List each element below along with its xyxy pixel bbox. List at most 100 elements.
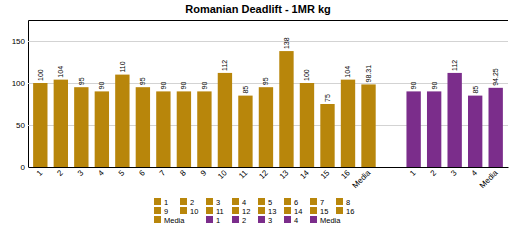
- legend-label: 4: [242, 198, 246, 207]
- legend-swatch: [154, 216, 161, 223]
- legend-swatch: [154, 198, 161, 205]
- x-tick-label: 10: [216, 168, 229, 181]
- data-label: 90: [98, 82, 105, 90]
- legend-label: Media: [164, 216, 185, 225]
- legend-label: 12: [242, 207, 250, 216]
- x-tick-label: 11: [237, 168, 250, 181]
- data-label: 100: [37, 69, 44, 81]
- legend-item: 12: [232, 207, 250, 216]
- y-tick-label: 50: [16, 121, 25, 130]
- legend-swatch: [310, 216, 317, 223]
- data-label: 95: [78, 77, 85, 85]
- legend: 12345678910111213141516Media1234Media: [154, 198, 354, 225]
- x-tick: 5: [117, 167, 127, 178]
- x-tick: 7: [158, 167, 168, 178]
- bar: [447, 73, 461, 167]
- y-tick-label: 0: [21, 163, 26, 172]
- x-tick: 3: [449, 167, 459, 178]
- data-label: 95: [262, 77, 269, 85]
- x-tick-label: 1: [35, 168, 45, 178]
- legend-item: 4: [232, 198, 246, 207]
- legend-swatch: [206, 216, 213, 223]
- x-tick-label: 2: [55, 168, 65, 178]
- bar: [341, 80, 355, 167]
- x-tick: 2: [429, 167, 439, 178]
- x-tick: 8: [178, 167, 188, 178]
- legend-swatch: [336, 207, 343, 214]
- bar: [361, 84, 375, 167]
- bar: [427, 91, 441, 167]
- x-axis-line: [29, 167, 509, 168]
- x-tick: 6: [137, 167, 147, 178]
- legend-label: 8: [346, 198, 350, 207]
- x-tick: 2: [55, 167, 65, 178]
- data-label: 85: [242, 86, 249, 94]
- legend-label: 10: [190, 207, 198, 216]
- bar: [136, 87, 150, 167]
- legend-swatch: [180, 198, 187, 205]
- x-tick-label: Media: [478, 168, 500, 190]
- x-tick-label: 4: [470, 168, 480, 178]
- x-tick-label: 2: [429, 168, 439, 178]
- plot: 05010015012345678910111213141516Media123…: [12, 21, 509, 191]
- legend-label: 15: [320, 207, 328, 216]
- grid-line: [28, 41, 508, 42]
- x-tick: 11: [237, 167, 250, 181]
- legend-swatch: [284, 198, 291, 205]
- data-label: 85: [472, 86, 479, 94]
- legend-swatch: [284, 216, 291, 223]
- data-label: 90: [180, 82, 187, 90]
- legend-item: 7: [310, 198, 324, 207]
- x-tick: 1: [35, 167, 45, 178]
- legend-label: Media: [320, 216, 341, 225]
- title: Romanian Deadlift - 1MR kg: [185, 3, 330, 15]
- legend-swatch: [284, 207, 291, 214]
- data-label: 94.25: [492, 68, 499, 86]
- x-tick-label: Media: [351, 168, 373, 190]
- x-axis: 12345678910111213141516Media1234Media: [29, 167, 509, 190]
- x-tick-label: 3: [76, 168, 86, 178]
- legend-label: 3: [216, 198, 220, 207]
- bar: [489, 88, 503, 167]
- legend-item: 16: [336, 207, 354, 216]
- bars: [33, 51, 503, 167]
- data-label: 104: [57, 66, 64, 78]
- x-tick-label: 13: [278, 168, 291, 181]
- bar: [468, 96, 482, 167]
- legend-label: 7: [320, 198, 324, 207]
- x-tick-label: 6: [137, 168, 147, 178]
- legend-label: 2: [242, 216, 246, 225]
- data-label: 100: [303, 69, 310, 81]
- bar: [218, 73, 232, 167]
- x-tick-label: 8: [178, 168, 188, 178]
- legend-swatch: [258, 198, 265, 205]
- bar: [115, 75, 129, 167]
- legend-swatch: [154, 207, 161, 214]
- data-label: 98.31: [365, 65, 372, 83]
- data-label: 90: [160, 82, 167, 90]
- y-axis-line: [29, 21, 509, 168]
- x-tick-label: 7: [158, 168, 168, 178]
- bar: [259, 87, 273, 167]
- legend-swatch: [336, 198, 343, 205]
- bar: [300, 83, 314, 167]
- legend-item: 3: [258, 216, 272, 225]
- y-tick: 150: [12, 37, 508, 46]
- legend-item: 14: [284, 207, 302, 216]
- bar: [406, 91, 420, 167]
- legend-label: 16: [346, 207, 354, 216]
- legend-item: 4: [284, 216, 298, 225]
- data-label: 138: [283, 37, 290, 49]
- legend-label: 5: [268, 198, 272, 207]
- x-tick: 3: [76, 167, 86, 178]
- legend-swatch: [232, 198, 239, 205]
- legend-swatch: [310, 207, 317, 214]
- bar: [197, 91, 211, 167]
- legend-item: Media: [310, 216, 341, 225]
- x-tick-label: 5: [117, 168, 127, 178]
- x-tick-label: 12: [257, 168, 270, 181]
- bar: [54, 80, 68, 167]
- x-tick: 15: [319, 167, 332, 181]
- data-label: 90: [431, 82, 438, 90]
- x-tick: 12: [257, 167, 270, 181]
